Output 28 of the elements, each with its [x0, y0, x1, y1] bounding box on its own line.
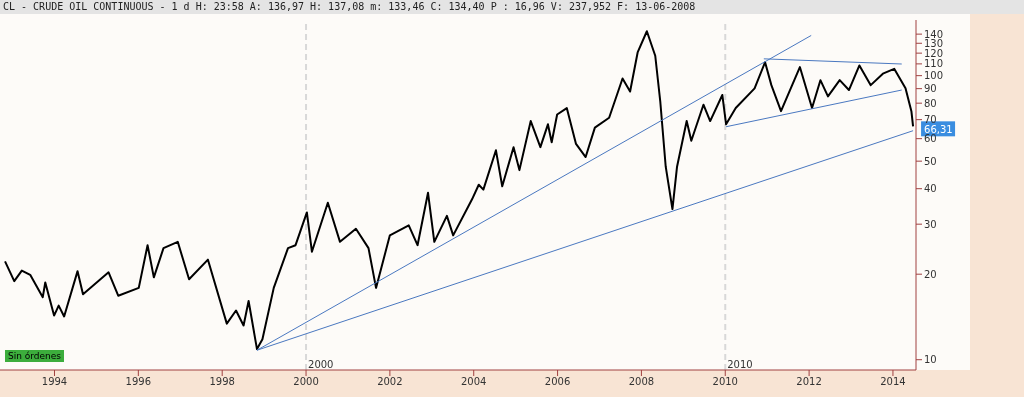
x-tick-label: 1996 [125, 376, 152, 388]
y-tick-label: 30 [924, 218, 937, 230]
x-tick-label: 2014 [880, 376, 906, 388]
y-tick-label: 130 [924, 37, 944, 49]
chart-title: CL - CRUDE OIL CONTINUOUS - 1 d H: 23:58 A: 136,97 H: 137,08 m: 133,46 C: 134,40 P : 16,96 V: 237,952 F: 13-06-2008 [0, 0, 1024, 14]
x-tick-label: 2004 [460, 376, 487, 388]
x-tick-label: 2008 [628, 376, 655, 388]
x-tick-label: 1998 [209, 376, 235, 388]
y-tick-label: 100 [924, 70, 944, 82]
y-tick-label: 110 [924, 58, 944, 70]
y-tick-label: 80 [924, 97, 937, 109]
ref-line-label: 2000 [308, 359, 334, 370]
y-tick-label: 20 [924, 268, 937, 280]
x-tick-label: 2006 [544, 376, 571, 388]
annotation: Sin órdenes [5, 350, 65, 362]
x-tick-label: 2000 [293, 376, 319, 388]
y-tick-label: 140 [924, 28, 944, 40]
y-tick-label: 90 [924, 83, 937, 95]
ref-line-label: 2010 [727, 359, 753, 370]
y-tick-label: 60 [924, 133, 937, 145]
y-tick-label: 50 [924, 155, 937, 167]
x-tick-label: 1994 [41, 376, 68, 388]
y-tick-label: 40 [924, 183, 937, 195]
x-tick-label: 2012 [796, 376, 822, 388]
x-tick-label: 2010 [712, 376, 738, 388]
y-tick-label: 120 [924, 47, 944, 59]
y-tick-label: 10 [924, 354, 937, 366]
x-tick-label: 2002 [377, 376, 403, 388]
